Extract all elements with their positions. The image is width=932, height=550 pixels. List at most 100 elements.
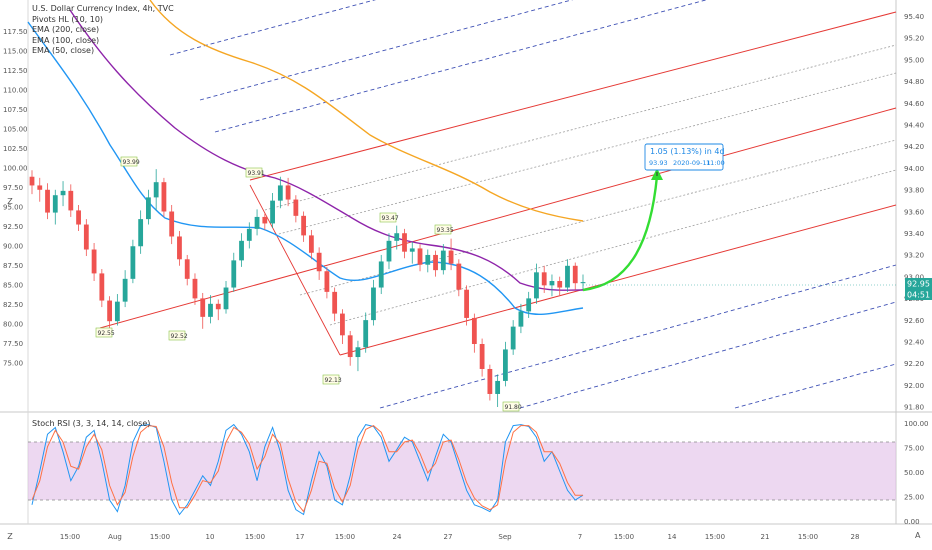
legend-ema100[interactable]: EMA (100, close) [32,35,100,45]
channel-line-blue-upper-2[interactable] [199,0,720,101]
auto-scale-button[interactable]: A [915,531,921,540]
candle[interactable] [161,177,167,217]
ema-50-line[interactable] [27,21,584,315]
candle[interactable] [91,242,97,282]
candle[interactable] [262,213,268,230]
candle[interactable] [565,259,570,292]
candle[interactable] [572,262,578,290]
channel-line-grey-2[interactable] [274,72,897,236]
candle[interactable] [83,219,89,257]
left-price-axis[interactable]: 117.50 115.00 112.50 110.00 107.50 105.00 102.… [3,28,28,368]
pitchfork-handle[interactable] [249,184,341,356]
candle[interactable] [518,303,524,334]
candle[interactable] [192,273,198,305]
stoch-rsi-k-line[interactable] [31,423,584,516]
channel-line-red-lower[interactable] [339,204,897,356]
candle[interactable] [549,274,555,297]
candle[interactable] [68,184,74,217]
candle[interactable] [471,313,477,353]
stoch-rsi-axis[interactable]: 100.00 75.00 50.00 25.00 0.00 [904,420,929,526]
candle[interactable] [417,244,423,272]
legend-pivots[interactable]: Pivots HL (10, 10) [32,14,104,24]
legend-ema200[interactable]: EMA (200, close) [32,25,100,34]
channel-line-red-top[interactable] [249,11,897,181]
candle[interactable] [107,296,113,331]
candle[interactable] [301,211,307,242]
candle[interactable] [308,229,314,260]
candle[interactable] [130,239,136,284]
candle[interactable] [324,266,330,299]
ema-200-line[interactable] [149,0,584,222]
stoch-rsi-title[interactable]: Stoch RSI (3, 3, 14, 14, close) [32,419,151,428]
candle[interactable] [495,374,501,407]
ema-100-line[interactable] [69,9,584,291]
candle[interactable] [340,309,345,345]
zoom-button-bottom[interactable]: Z [7,532,13,541]
candle[interactable] [277,176,283,209]
candle[interactable] [52,189,58,225]
candle[interactable] [448,238,454,271]
channel-line-blue-lower-2[interactable] [519,301,897,409]
candle[interactable] [371,279,376,326]
candle[interactable] [425,249,431,273]
candle[interactable] [99,269,105,308]
candle[interactable] [355,340,361,372]
candle[interactable] [270,193,275,228]
zoom-button-top[interactable]: Z [7,197,13,206]
projection-arrow[interactable] [582,175,659,292]
candle[interactable] [254,209,260,236]
candle[interactable] [394,225,400,250]
candle[interactable] [246,222,252,249]
candle[interactable] [215,299,221,321]
projection-label-box[interactable] [644,143,724,171]
candle[interactable] [557,276,563,296]
candle[interactable] [153,169,159,211]
candle[interactable] [580,274,586,290]
candle[interactable] [200,292,206,329]
candle[interactable] [146,189,151,225]
candle[interactable] [479,338,485,377]
legend-ema50[interactable]: EMA (50, close) [32,46,95,55]
candle[interactable] [378,254,384,295]
candle[interactable] [402,228,407,259]
channel-line-grey-3[interactable] [299,139,897,296]
candle[interactable] [37,177,43,202]
candle[interactable] [184,254,190,286]
pitchfork-channel[interactable] [99,0,897,409]
candle[interactable] [456,259,462,297]
candle[interactable] [386,233,392,270]
candle[interactable] [332,287,338,322]
price-pane[interactable] [28,0,896,412]
candle[interactable] [464,285,469,326]
channel-line-blue-lower-1[interactable] [379,264,897,409]
candle[interactable] [122,270,128,308]
candle[interactable] [502,341,508,387]
channel-line-grey-1[interactable] [264,44,897,211]
candle[interactable] [208,295,213,324]
candle[interactable] [534,263,539,304]
candle[interactable] [76,204,81,232]
channel-line-grey-4[interactable] [329,169,897,326]
stoch-rsi-d-line[interactable] [31,425,583,513]
candle[interactable] [285,177,291,207]
time-axis[interactable]: 15:00 Aug 15:00 10 15:00 17 15:00 24 27 Sep 7 15:00… [60,533,860,541]
candle[interactable] [169,204,175,245]
candle[interactable] [347,330,353,366]
candlestick-series[interactable] [29,169,586,407]
candle[interactable] [138,210,144,254]
right-price-axis[interactable]: 95.40 95.20 95.00 94.80 94.60 94.40 94.20 94.00… [904,13,924,412]
legend-symbol[interactable]: U.S. Dollar Currency Index, 4h, TVC [32,4,174,13]
candle[interactable] [433,250,438,277]
candle[interactable] [487,364,493,401]
channel-line-red-middle[interactable] [99,107,897,329]
candle[interactable] [231,252,237,292]
candle[interactable] [363,312,369,353]
candle[interactable] [177,231,182,266]
candle[interactable] [239,233,244,267]
candle[interactable] [510,320,516,355]
candle[interactable] [293,195,299,223]
candle[interactable] [223,281,229,314]
candle[interactable] [114,294,120,326]
candle[interactable] [440,244,446,275]
